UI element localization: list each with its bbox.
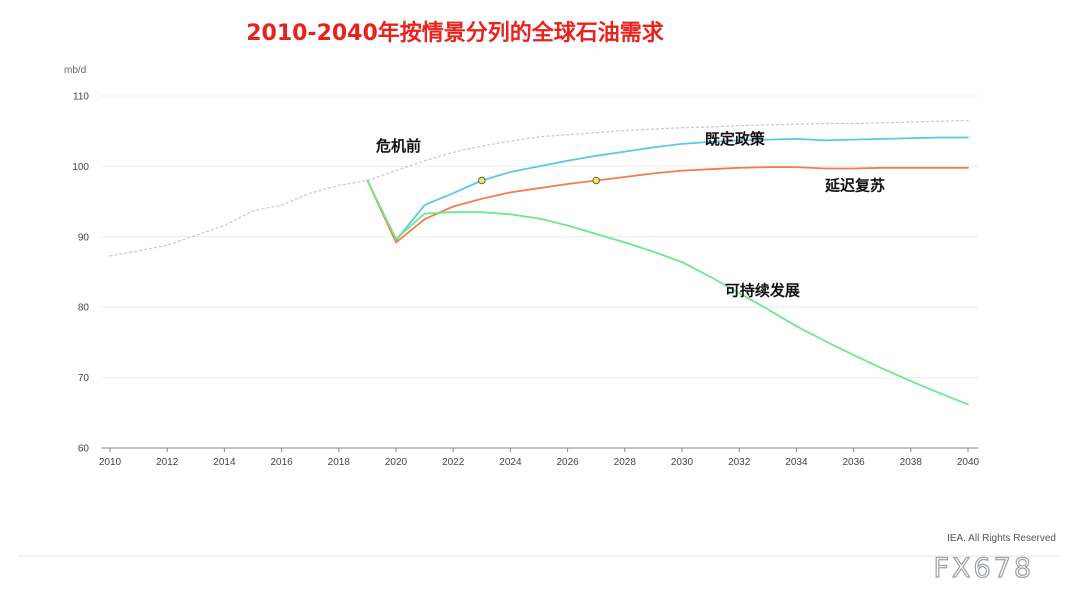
series-label-delayed-recovery: 延迟复苏 bbox=[824, 176, 885, 194]
watermark-logo: FX678 bbox=[933, 553, 1034, 584]
credit-text: IEA. All Rights Reserved bbox=[947, 533, 1056, 544]
point-marker bbox=[478, 176, 486, 185]
y-tick-label: 90 bbox=[78, 232, 90, 243]
series-line-delayed-recovery bbox=[366, 166, 969, 244]
x-tick-label: 2022 bbox=[442, 457, 465, 468]
series-label-pre-crisis: 危机前 bbox=[376, 137, 421, 155]
x-tick-label: 2034 bbox=[785, 457, 808, 468]
x-tick-label: 2018 bbox=[328, 457, 351, 468]
x-tick-label: 2010 bbox=[99, 457, 122, 468]
x-tick-label: 2038 bbox=[900, 457, 923, 468]
x-tick-label: 2030 bbox=[671, 457, 694, 468]
gridlines bbox=[101, 95, 978, 379]
x-tick-label: 2028 bbox=[614, 457, 637, 468]
point-markers bbox=[478, 176, 600, 185]
x-tick-label: 2020 bbox=[385, 457, 408, 468]
y-tick-label: 110 bbox=[73, 92, 89, 103]
y-tick-label: 70 bbox=[78, 373, 90, 384]
series-label-sustainable-development: 可持续发展 bbox=[725, 281, 800, 299]
series-line-sustainable-development bbox=[366, 179, 969, 406]
x-tick-label: 2024 bbox=[499, 457, 522, 468]
x-tick-label: 2012 bbox=[156, 457, 179, 468]
series-lines bbox=[109, 119, 969, 406]
series-line-stated-policies bbox=[366, 136, 969, 242]
x-tick-label: 2016 bbox=[270, 457, 293, 468]
y-axis-ticks: 60 70 80 90 100 110 bbox=[72, 92, 89, 455]
y-tick-label: 80 bbox=[78, 303, 90, 314]
y-tick-label: 60 bbox=[78, 444, 90, 455]
series-label-stated-policies: 既定政策 bbox=[705, 130, 766, 148]
x-tick-label: 2036 bbox=[842, 457, 865, 468]
x-tick-label: 2032 bbox=[728, 457, 751, 468]
x-tick-label: 2014 bbox=[213, 457, 236, 468]
x-axis-ticks: 2010 2012 2014 2016 2018 2020 2022 2024 2026 2028… bbox=[99, 448, 980, 468]
y-tick-label: 100 bbox=[72, 162, 89, 173]
x-tick-label: 2040 bbox=[957, 457, 980, 468]
y-axis-unit-label: mb/d bbox=[64, 65, 86, 76]
chart-title: 2010-2040年按情景分列的全球石油需求 bbox=[246, 20, 664, 46]
series-line-pre-crisis bbox=[109, 119, 969, 257]
point-marker bbox=[592, 176, 600, 185]
x-tick-label: 2026 bbox=[556, 457, 579, 468]
